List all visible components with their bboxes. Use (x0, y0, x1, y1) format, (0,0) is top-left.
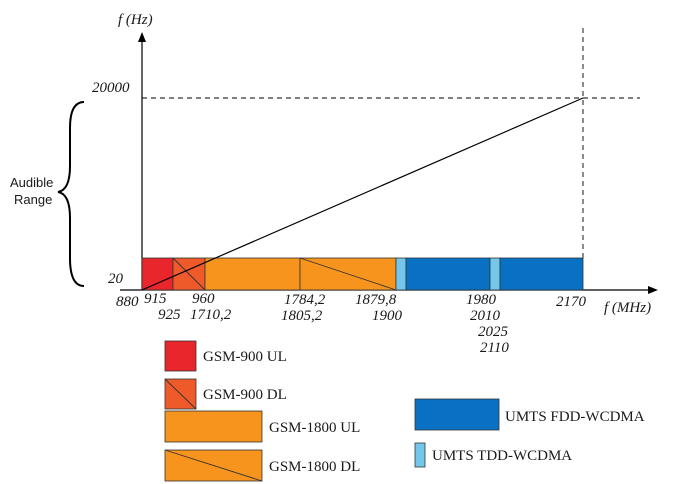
legend-label-gsm900-dl: GSM-900 DL (203, 387, 287, 403)
legend-label-umts-tdd: UMTS TDD-WCDMA (432, 448, 572, 464)
band-umts-fdd-2 (499, 257, 584, 291)
audible-range-label-line1: Audible (10, 175, 53, 190)
legend-swatch-gsm900-ul (164, 340, 197, 372)
tick-925: 925 (158, 307, 181, 323)
band-gsm1800-dl-hatch (299, 257, 397, 291)
legend-label-gsm1800-dl: GSM-1800 DL (269, 459, 360, 475)
frequency-mapping-line (141, 97, 584, 291)
tick-1805-2: 1805,2 (281, 308, 323, 324)
tick-2025: 2025 (478, 324, 509, 340)
band-gsm900-dl-hatch (172, 257, 206, 291)
tick-1900: 1900 (372, 308, 403, 324)
tick-960: 960 (192, 291, 215, 307)
tick-1879-8: 1879,8 (355, 292, 397, 308)
band-umts-tdd-1 (395, 257, 407, 291)
legend-label-umts-fdd: UMTS FDD-WCDMA (505, 409, 645, 425)
y-axis-arrow (138, 32, 146, 42)
legend-swatch-gsm900-dl-hatch (164, 378, 197, 410)
x-axis-title: f (MHz) (604, 300, 651, 316)
tick-2010: 2010 (470, 308, 501, 324)
band-umts-fdd-1 (405, 257, 491, 291)
y-value-20: 20 (108, 271, 124, 287)
y-axis-title: f (Hz) (118, 12, 153, 28)
legend-label-gsm1800-ul: GSM-1800 UL (269, 420, 360, 436)
band-gsm900-ul (141, 257, 174, 291)
legend-label-gsm900-ul: GSM-900 UL (203, 349, 287, 365)
band-gsm1800-ul (204, 257, 301, 291)
tick-1710-2: 1710,2 (190, 307, 232, 323)
tick-880: 880 (116, 294, 139, 310)
legend-swatch-gsm1800-ul (164, 410, 263, 443)
audible-range-brace (57, 101, 85, 287)
audible-range-label-line2: Range (14, 192, 52, 207)
tick-1980: 1980 (466, 292, 497, 308)
x-axis-arrow (648, 286, 658, 294)
legend-swatch-umts-fdd (414, 398, 500, 431)
tick-1784-2: 1784,2 (284, 292, 326, 308)
tick-2170: 2170 (556, 294, 587, 310)
tick-915: 915 (144, 291, 167, 307)
band-umts-tdd-2 (489, 257, 501, 291)
legend-swatch-umts-tdd (414, 442, 426, 468)
tick-2110: 2110 (480, 340, 509, 356)
legend-swatch-gsm1800-dl-hatch (164, 449, 263, 482)
y-value-20000: 20000 (92, 80, 130, 96)
